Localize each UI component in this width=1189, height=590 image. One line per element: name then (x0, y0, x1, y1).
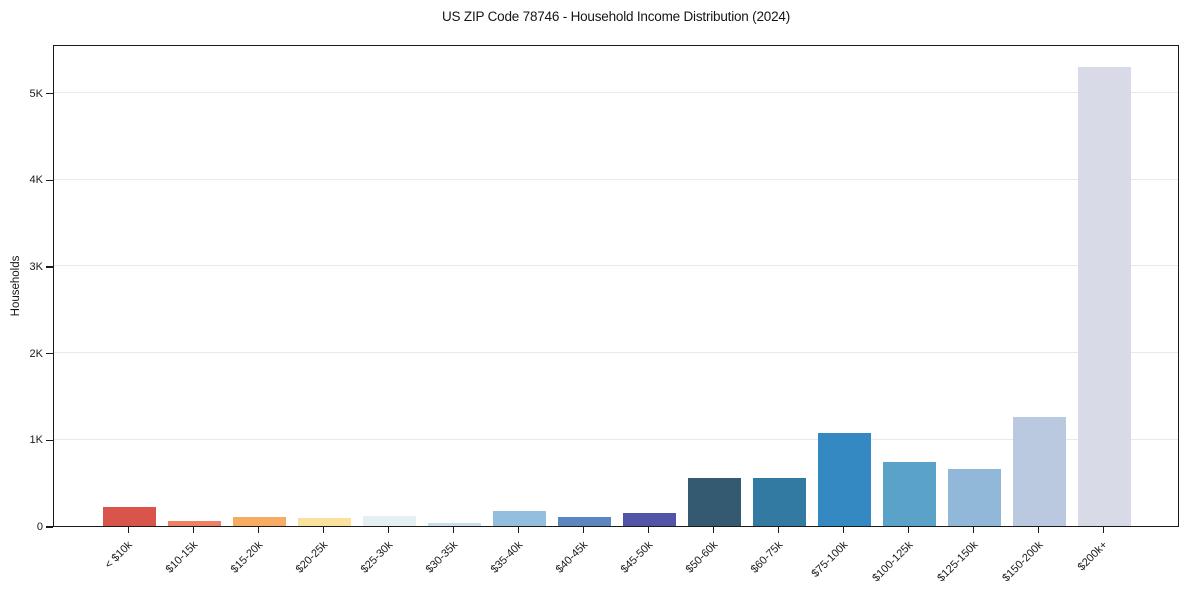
x-tick-label: $40-45k (553, 539, 590, 576)
y-tick-label: 2K (29, 347, 43, 360)
x-tick-label: $25-30k (358, 539, 395, 576)
x-tick-label: $35-40k (488, 539, 525, 576)
bar-15-20k (233, 517, 286, 526)
gridline-2000 (54, 352, 1178, 354)
bar-25-30k (363, 515, 416, 526)
y-tick-label: 4K (29, 174, 43, 187)
x-tick-label: $125-150k (934, 539, 980, 585)
x-tick-mark (842, 527, 845, 533)
x-tick-label: < $10k (102, 539, 135, 572)
x-tick-mark (972, 527, 975, 533)
x-tick-mark (1102, 527, 1105, 533)
y-tick-mark (46, 179, 53, 181)
bar-30-35k (428, 522, 481, 526)
x-tick-mark (517, 527, 520, 533)
bar-40-45k (558, 517, 611, 526)
gridline-1000 (54, 438, 1178, 440)
x-tick-mark (1037, 527, 1040, 533)
x-tick-mark (387, 527, 390, 533)
plot-area (53, 45, 1179, 527)
y-tick-mark (46, 439, 53, 441)
bar-100-125k (883, 462, 936, 526)
bar-10-15k (168, 520, 221, 526)
y-tick-label: 5K (29, 87, 43, 100)
x-tick-mark (647, 527, 650, 533)
x-tick-label: $60-75k (748, 539, 785, 576)
y-tick-mark (46, 352, 53, 355)
x-tick-mark (712, 527, 715, 533)
chart-title: US ZIP Code 78746 - Household Income Dis… (442, 9, 790, 24)
x-tick-mark (322, 527, 325, 533)
y-tick-label: 1K (29, 434, 43, 447)
y-tick-mark (46, 526, 53, 528)
bar-35-40k (493, 511, 546, 526)
x-tick-mark (127, 527, 130, 533)
x-tick-label: $10-15k (163, 539, 200, 576)
x-tick-label: $75-100k (809, 539, 850, 580)
bar-150-200k (1013, 417, 1066, 526)
y-tick-label: 3K (29, 260, 43, 273)
y-tick-mark (46, 266, 53, 268)
x-tick-mark (907, 527, 910, 533)
bar-45-50k (623, 513, 676, 526)
gridline-5000 (54, 92, 1178, 94)
bar-50-60k (688, 478, 741, 526)
y-tick-label: 0 (36, 521, 43, 533)
y-tick-mark (46, 92, 53, 95)
gridline-3000 (54, 265, 1178, 267)
gridline-4000 (54, 178, 1178, 180)
x-tick-label: $45-50k (618, 539, 655, 576)
bar-75-100k (818, 433, 871, 526)
x-tick-mark (452, 527, 455, 533)
bar-60-75k (753, 477, 806, 526)
x-tick-mark (777, 527, 780, 533)
x-tick-label: $150-200k (999, 539, 1045, 585)
bar-20-25k (298, 518, 351, 526)
x-tick-mark (257, 527, 260, 533)
bar-200k (1078, 67, 1131, 526)
x-tick-mark (582, 527, 585, 533)
x-tick-label: $20-25k (293, 539, 330, 576)
x-tick-label: $100-125k (869, 539, 915, 585)
x-tick-mark (192, 527, 195, 533)
x-tick-label: $200k+ (1075, 539, 1110, 574)
x-tick-label: $50-60k (683, 539, 720, 576)
bar-10k (103, 507, 156, 526)
x-tick-label: $30-35k (423, 539, 460, 576)
x-tick-label: $15-20k (228, 539, 265, 576)
bar-125-150k (948, 468, 1001, 526)
